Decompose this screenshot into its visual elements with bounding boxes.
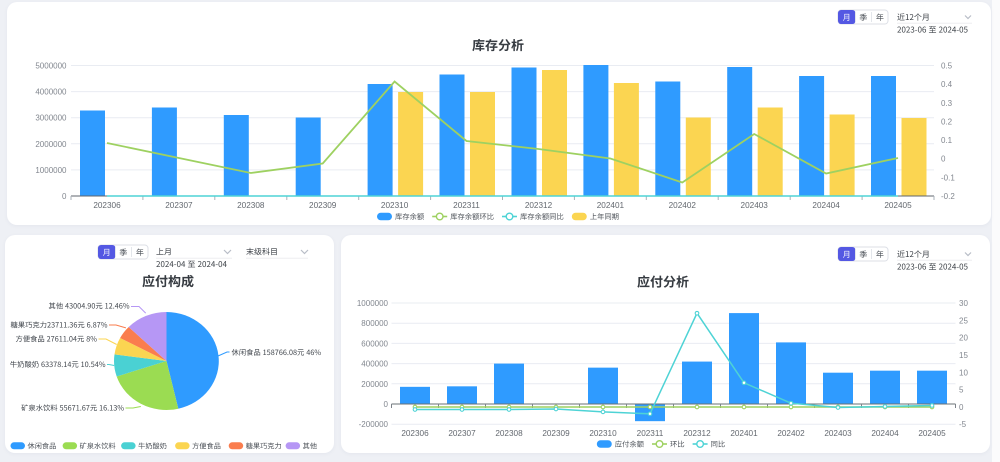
svg-text:800000: 800000 <box>361 319 388 328</box>
svg-text:5: 5 <box>959 386 964 395</box>
svg-text:202402: 202402 <box>669 201 697 210</box>
svg-text:0: 0 <box>62 192 67 201</box>
svg-text:-0.1: -0.1 <box>941 173 955 182</box>
svg-text:202402: 202402 <box>777 429 805 438</box>
svg-text:202311: 202311 <box>637 429 664 438</box>
svg-text:202308: 202308 <box>495 429 523 438</box>
svg-text:0: 0 <box>959 403 964 412</box>
svg-text:0.2: 0.2 <box>941 117 953 126</box>
svg-text:202309: 202309 <box>309 201 337 210</box>
svg-text:30: 30 <box>959 299 968 308</box>
svg-text:202307: 202307 <box>165 201 193 210</box>
svg-text:600000: 600000 <box>361 339 388 348</box>
svg-text:202309: 202309 <box>542 429 570 438</box>
svg-text:0: 0 <box>384 400 389 409</box>
svg-text:0.5: 0.5 <box>941 62 953 71</box>
svg-text:-0.2: -0.2 <box>941 192 955 201</box>
svg-text:202307: 202307 <box>448 429 476 438</box>
svg-text:202310: 202310 <box>381 201 409 210</box>
svg-text:202403: 202403 <box>741 201 769 210</box>
svg-text:202308: 202308 <box>237 201 265 210</box>
svg-text:400000: 400000 <box>361 360 388 369</box>
svg-text:15: 15 <box>959 351 968 360</box>
svg-text:202405: 202405 <box>918 429 946 438</box>
svg-text:200000: 200000 <box>361 380 388 389</box>
svg-text:202306: 202306 <box>401 429 429 438</box>
svg-text:2000000: 2000000 <box>35 140 67 149</box>
svg-text:202403: 202403 <box>824 429 852 438</box>
svg-text:-200000: -200000 <box>359 420 389 429</box>
svg-text:0.1: 0.1 <box>941 136 953 145</box>
svg-text:0: 0 <box>941 155 946 164</box>
svg-text:202401: 202401 <box>597 201 625 210</box>
svg-text:1000000: 1000000 <box>35 166 67 175</box>
svg-text:202405: 202405 <box>884 201 912 210</box>
svg-text:202404: 202404 <box>871 429 899 438</box>
svg-text:202306: 202306 <box>93 201 121 210</box>
svg-text:1000000: 1000000 <box>357 299 389 308</box>
svg-text:25: 25 <box>959 316 968 325</box>
svg-text:202312: 202312 <box>683 429 711 438</box>
svg-text:202401: 202401 <box>730 429 758 438</box>
svg-text:0.3: 0.3 <box>941 99 953 108</box>
svg-text:-5: -5 <box>959 420 967 429</box>
svg-text:202311: 202311 <box>453 201 480 210</box>
svg-text:0.4: 0.4 <box>941 80 953 89</box>
svg-text:5000000: 5000000 <box>35 62 67 71</box>
svg-text:202312: 202312 <box>525 201 553 210</box>
svg-text:4000000: 4000000 <box>35 88 67 97</box>
svg-text:3000000: 3000000 <box>35 114 67 123</box>
svg-text:20: 20 <box>959 334 968 343</box>
svg-text:10: 10 <box>959 368 968 377</box>
svg-text:202404: 202404 <box>812 201 840 210</box>
svg-text:202310: 202310 <box>589 429 617 438</box>
